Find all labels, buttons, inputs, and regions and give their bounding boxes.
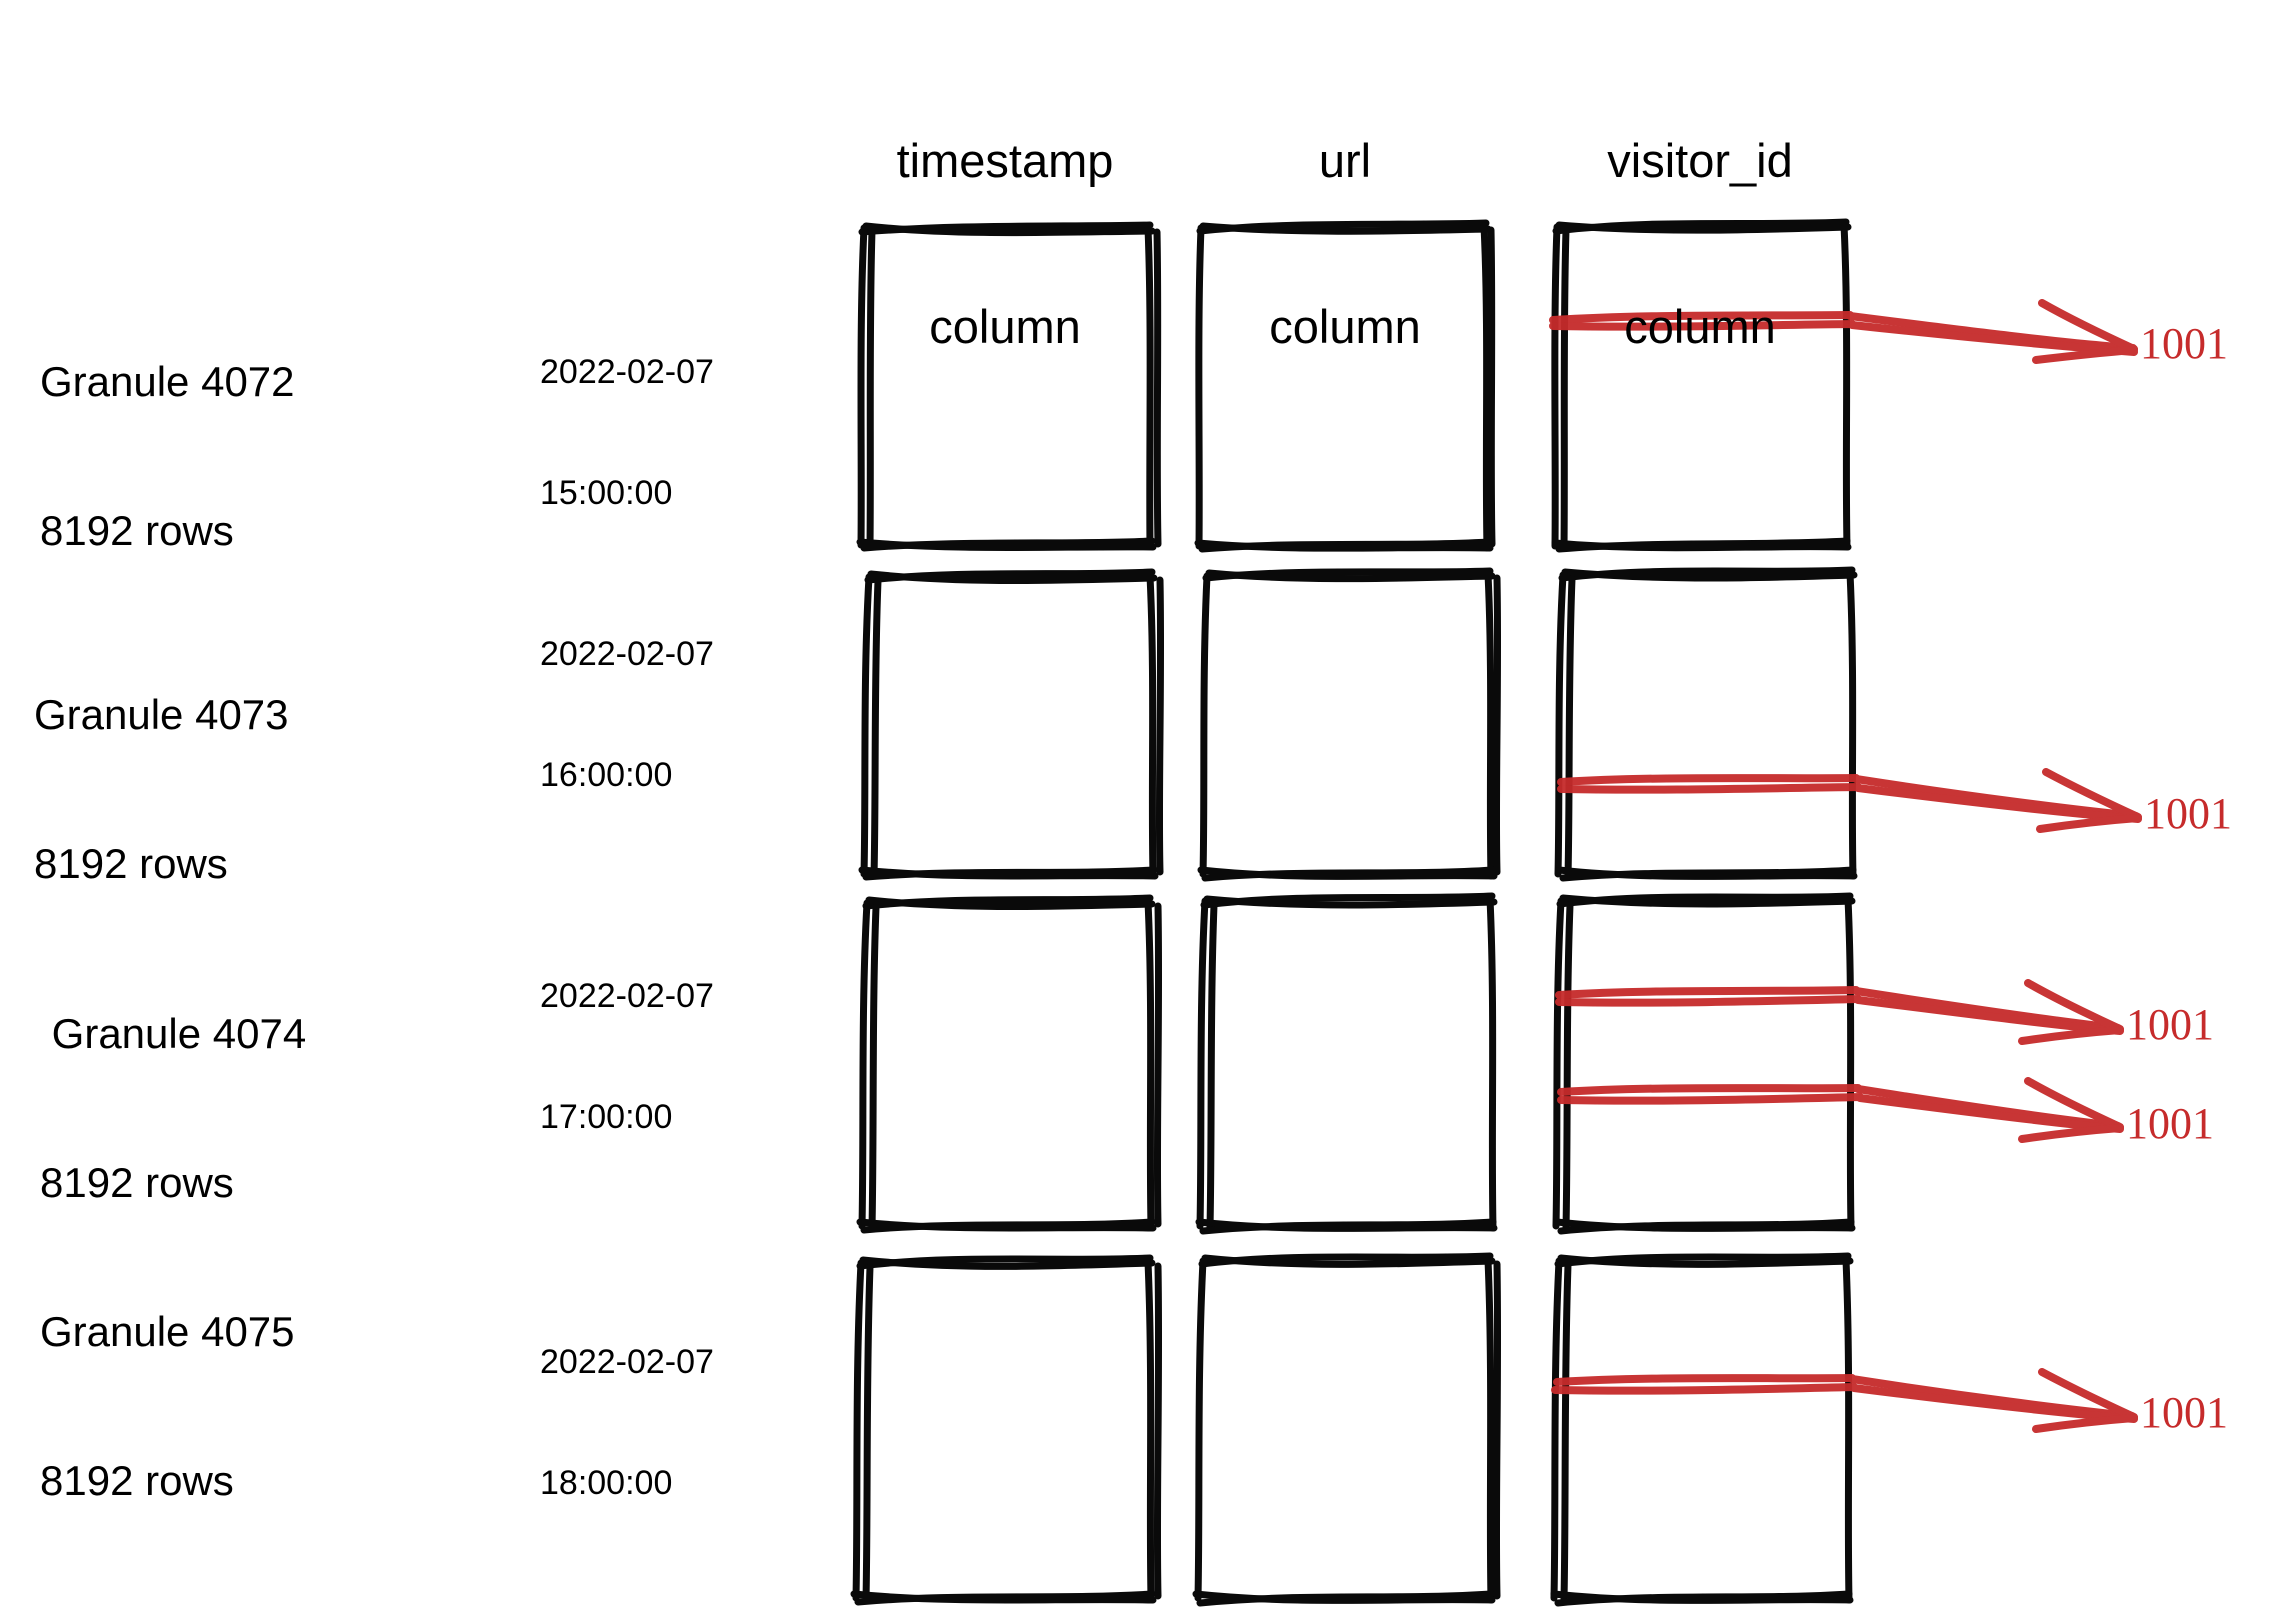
granule-timestamp-4074-time: 17:00:00 [540, 1097, 673, 1136]
column-header-url-line2: column [1269, 300, 1421, 354]
granule-timestamp-4072-date: 2022-02-07 [540, 353, 714, 392]
granule-4072-visitor-id-cell [1551, 218, 1852, 553]
granule-4073-timestamp-cell [858, 568, 1165, 881]
column-header-visitor-id: visitor_id column [1485, 22, 1915, 466]
granule-label-4072-line1: Granule 4072 [40, 358, 295, 406]
visitor-id-callout-4072-0 [1549, 299, 2138, 364]
column-header-timestamp-line1: timestamp [896, 133, 1114, 187]
granule-4072-url-cell [1194, 219, 1496, 553]
granule-timestamp-4075-date: 2022-02-07 [540, 1343, 714, 1382]
granule-label-4075-line2: 8192 rows [40, 1456, 234, 1504]
granule-4075-visitor-id-cell [1550, 1252, 1854, 1607]
granule-label-4072: Granule 4072 8192 rows [40, 258, 295, 654]
granule-4074-url-cell [1195, 892, 1498, 1235]
granule-label-4074: Granule 4074 8192 rows [40, 910, 306, 1306]
granule-timestamp-4074: 2022-02-07 17:00:00 [540, 896, 714, 1217]
column-header-visitor-id-line1: visitor_id [1607, 133, 1793, 187]
granule-4073-visitor-id-cell [1554, 566, 1858, 882]
visitor-id-callout-4074-1 [1557, 1077, 2124, 1143]
granule-label-4073-line1: Granule 4073 [34, 691, 289, 739]
granule-4073-url-cell [1197, 567, 1502, 882]
column-header-url: url column [1130, 22, 1560, 466]
granule-4075-url-cell [1192, 1252, 1502, 1607]
granule-4072-timestamp-cell [856, 221, 1162, 552]
callout-value-4074-1: 1001 [2126, 1099, 2214, 1148]
granule-timestamp-4073-date: 2022-02-07 [540, 635, 714, 674]
granule-4074-timestamp-cell [856, 894, 1163, 1234]
callout-value-4075-0: 1001 [2140, 1388, 2228, 1437]
granule-label-4075: Granule 4075 8192 rows [40, 1208, 295, 1604]
visitor-id-callout-4073-0 [1557, 768, 2142, 833]
visitor-id-callout-4074-0 [1555, 979, 2124, 1045]
granule-4074-visitor-id-cell [1552, 892, 1856, 1235]
column-header-visitor-id-line2: column [1624, 300, 1776, 354]
callout-value-4073-0: 1001 [2144, 789, 2232, 838]
granule-timestamp-4073-time: 16:00:00 [540, 755, 673, 794]
granule-label-4074-line2: 8192 rows [40, 1158, 234, 1206]
granule-label-4072-line2: 8192 rows [40, 506, 234, 554]
granule-timestamp-4073: 2022-02-07 16:00:00 [540, 554, 714, 875]
callout-value-4074-0: 1001 [2126, 1000, 2214, 1049]
granule-label-4074-line1: Granule 4074 [40, 1010, 307, 1058]
column-header-timestamp-line2: column [929, 300, 1081, 354]
granule-label-4075-line1: Granule 4075 [40, 1308, 295, 1356]
visitor-id-callout-4075-0 [1551, 1368, 2138, 1433]
granule-timestamp-4075-time: 18:00:00 [540, 1463, 673, 1502]
granule-timestamp-4072-time: 15:00:00 [540, 473, 673, 512]
granule-label-4073: Granule 4073 8192 rows [34, 591, 289, 987]
granule-timestamp-4072: 2022-02-07 15:00:00 [540, 272, 714, 593]
column-header-timestamp: timestamp column [790, 22, 1220, 466]
granule-timestamp-4074-date: 2022-02-07 [540, 977, 714, 1016]
granule-4075-timestamp-cell [850, 1254, 1163, 1606]
callout-value-4072-0: 1001 [2140, 319, 2228, 368]
granule-timestamp-4075: 2022-02-07 18:00:00 [540, 1262, 714, 1583]
granule-label-4073-line2: 8192 rows [34, 839, 228, 887]
column-header-url-line1: url [1318, 133, 1372, 187]
